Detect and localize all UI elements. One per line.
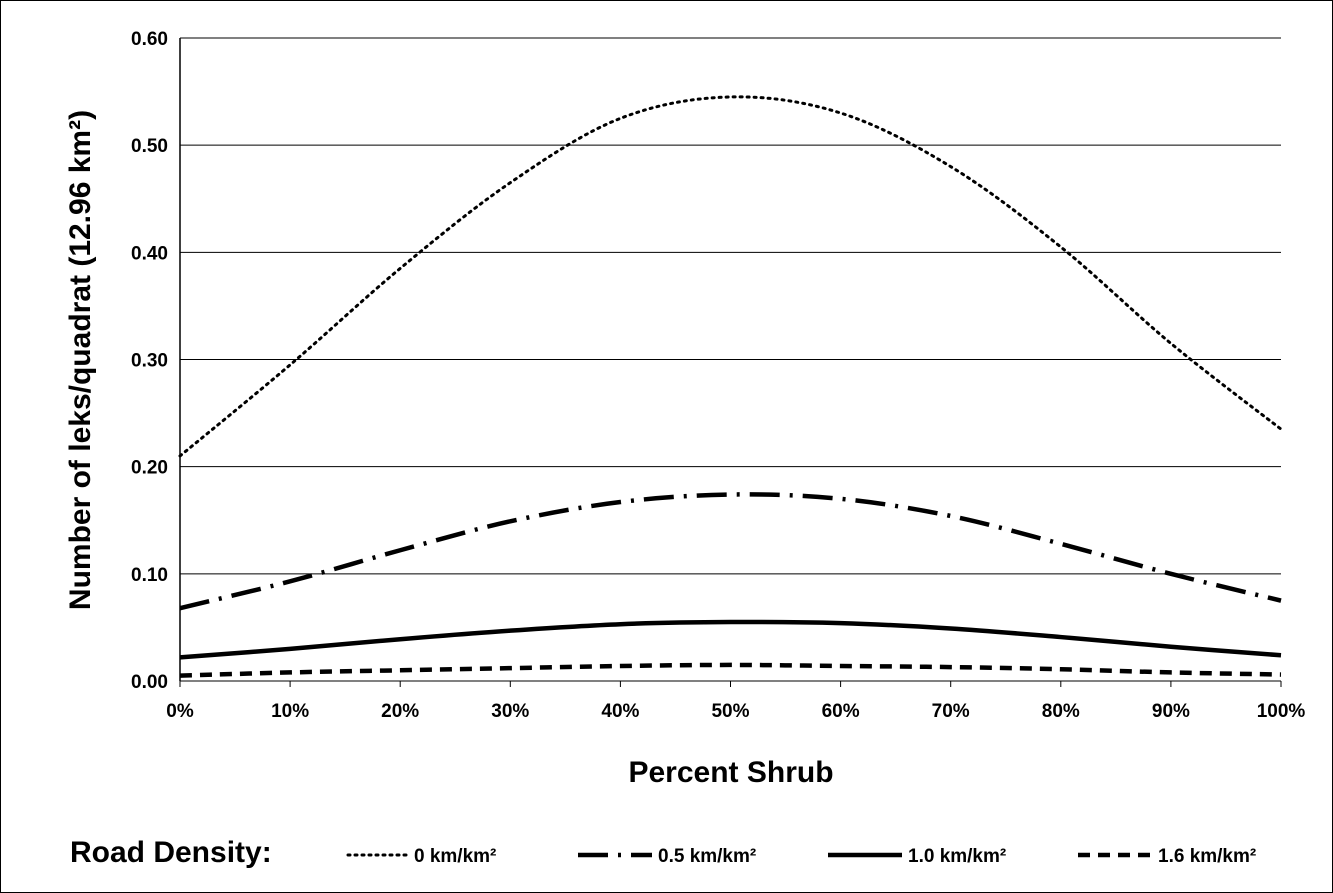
x-axis-ticks: 0% 10% 20% 30% 40% 50% 60% 70% 80% 90% 100% (166, 681, 1305, 722)
x-axis-title: Percent Shrub (628, 756, 833, 789)
x-tick-label: 0% (166, 701, 194, 722)
y-tick-label: 0.40 (131, 243, 168, 264)
series-line-1 (179, 492, 1282, 611)
legend-label-3: 1.6 km/km² (1158, 846, 1256, 867)
legend-label-1: 0.5 km/km² (658, 846, 756, 867)
x-tick-label: 20% (381, 701, 419, 722)
y-tick-label: 0.10 (131, 565, 168, 586)
series-line-0 (178, 95, 1283, 458)
y-tick-label: 0.00 (131, 672, 168, 693)
x-tick-label: 100% (1257, 701, 1306, 722)
y-tick-label: 0.30 (131, 351, 168, 372)
legend-label-2: 1.0 km/km² (908, 846, 1006, 867)
series-line-2 (179, 619, 1282, 660)
x-tick-label: 90% (1152, 701, 1190, 722)
x-tick-label: 50% (711, 701, 749, 722)
x-tick-label: 60% (822, 701, 860, 722)
y-tick-label: 0.20 (131, 458, 168, 479)
x-tick-label: 10% (271, 701, 309, 722)
series-line-3 (179, 662, 1282, 678)
x-tick-label: 30% (491, 701, 529, 722)
y-tick-label: 0.50 (131, 136, 168, 157)
legend: Road Density: 0 km/km² 0.5 km/km² 1.0 km/k… (70, 836, 1256, 869)
x-tick-label: 70% (932, 701, 970, 722)
y-axis-ticks: 0.00 0.10 0.20 0.30 0.40 0.50 0.60 (131, 29, 168, 693)
gridlines (179, 37, 1281, 682)
x-tick-label: 80% (1042, 701, 1080, 722)
x-tick-label: 40% (601, 701, 639, 722)
legend-title: Road Density: (70, 836, 272, 869)
series-group (178, 95, 1283, 678)
y-axis-title: Number of leks/quadrat (12.96 km²) (64, 110, 97, 610)
legend-label-0: 0 km/km² (414, 846, 496, 867)
y-tick-label: 0.60 (131, 29, 168, 50)
